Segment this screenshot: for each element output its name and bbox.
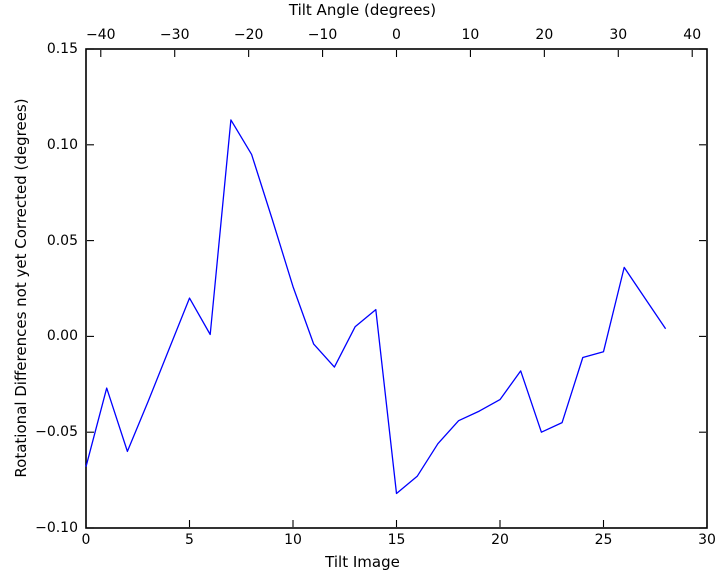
y-tick-label: 0.05 [46,232,78,249]
top-x-tick-label: −30 [159,27,190,43]
top-x-tick-label: −20 [233,27,264,43]
top-x-tick-label: 20 [535,27,554,43]
bottom-x-tick-label: 25 [594,532,613,548]
top-x-tick-label: 10 [461,27,480,43]
bottom-x-tick-label: 10 [284,532,302,548]
bottom-x-tick-label: 15 [387,532,406,548]
y-tick-label: 0.15 [46,41,78,57]
bottom-x-tick-label: 5 [185,532,194,548]
bottom-axis-title: Tilt Image [325,553,400,571]
top-axis-title: Tilt Angle (degrees) [288,1,437,19]
bottom-x-tick-label: 0 [81,532,91,548]
top-x-tick-label: 30 [609,27,628,43]
top-x-tick-label: 0 [392,27,401,43]
left-axis-title: Rotational Differences not yet Corrected… [12,98,30,478]
top-x-tick-label: 40 [683,27,702,43]
top-x-tick-label: −10 [307,27,338,43]
y-tick-label: 0.00 [46,328,78,345]
y-tick-label: −0.05 [35,424,78,441]
top-x-tick-label: −40 [86,27,116,43]
data-line [85,119,667,495]
y-tick-label: −0.10 [35,520,78,536]
y-tick-label: 0.10 [46,136,78,153]
bottom-x-tick-label: 20 [491,532,509,548]
bottom-x-tick-label: 30 [698,532,716,548]
